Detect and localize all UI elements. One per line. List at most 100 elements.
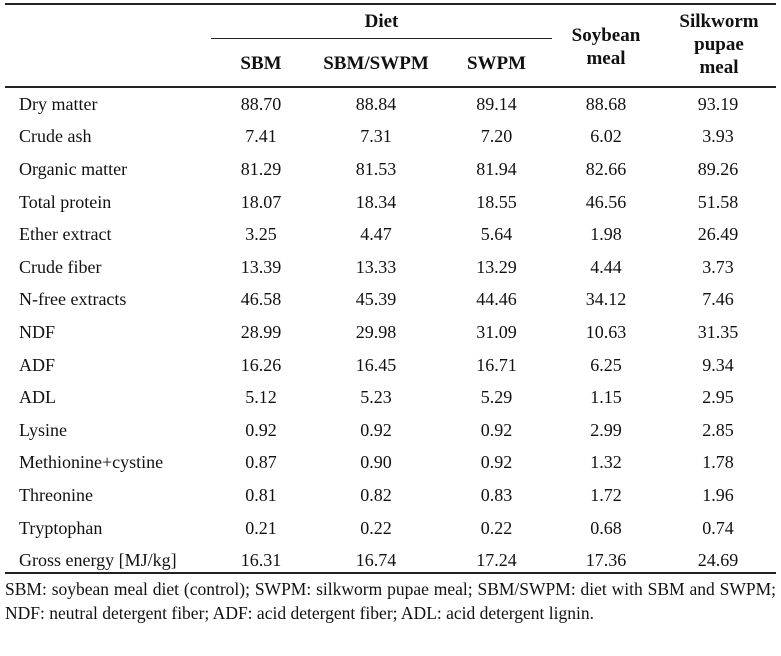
- row-label: ADL: [19, 387, 56, 408]
- table-cell: 16.31: [240, 550, 282, 571]
- table-row: ADL 5.12 5.23 5.29 1.15 2.95: [5, 381, 776, 414]
- table-footnote: SBM: soybean meal diet (control); SWPM: …: [5, 579, 776, 623]
- table-cell: 5.64: [480, 224, 513, 245]
- table-cell: 88.68: [585, 93, 627, 114]
- row-label: Dry matter: [19, 93, 98, 114]
- table-cell: 0.83: [480, 484, 513, 505]
- header-line: pupae: [694, 34, 744, 55]
- table-cell: 17.24: [476, 550, 517, 571]
- table-row: Organic matter 81.29 81.53 81.94 82.66 89.26: [5, 153, 776, 186]
- table-cell: 2.85: [702, 419, 734, 440]
- column-header-swpm: SWPM: [466, 53, 527, 74]
- table-cell: 5.29: [480, 387, 513, 408]
- table-cell: 0.92: [360, 419, 392, 440]
- table-cell: 1.78: [702, 452, 734, 473]
- table-cell: 34.12: [585, 289, 627, 310]
- table-cell: 0.90: [360, 452, 392, 473]
- diet-group-rule: [211, 38, 552, 39]
- table-cell: 16.26: [240, 354, 282, 375]
- table-cell: 88.70: [240, 93, 282, 114]
- row-label: Methionine+cystine: [19, 452, 164, 473]
- table-cell: 3.73: [702, 256, 734, 277]
- table-row: Crude fiber 13.39 13.33 13.29 4.44 3.73: [5, 251, 776, 284]
- table-cell: 44.46: [476, 289, 517, 310]
- table-cell: 13.33: [355, 256, 397, 277]
- header-line: meal: [586, 48, 626, 69]
- column-header-sbm-swpm: SBM/SWPM: [323, 53, 429, 74]
- table-cell: 89.14: [476, 93, 517, 114]
- table-cell: 0.92: [245, 419, 277, 440]
- table-cell: 13.39: [240, 256, 282, 277]
- table-cell: 28.99: [240, 321, 282, 342]
- table-cell: 24.69: [697, 550, 739, 571]
- table-cell: 6.02: [590, 126, 622, 147]
- table-cell: 18.34: [355, 191, 397, 212]
- table-cell: 88.84: [355, 93, 397, 114]
- table-row: ADF 16.26 16.45 16.71 6.25 9.34: [5, 349, 776, 382]
- table-cell: 1.98: [590, 224, 622, 245]
- table-cell: 82.66: [585, 158, 627, 179]
- table-cell: 7.31: [360, 126, 392, 147]
- header-line: meal: [699, 57, 739, 78]
- table-cell: 5.12: [245, 387, 277, 408]
- diet-group-header: Diet: [364, 11, 399, 32]
- table-cell: 0.92: [480, 452, 513, 473]
- table-row: Threonine 0.81 0.82 0.83 1.72 1.96: [5, 479, 776, 512]
- table-cell: 81.53: [355, 158, 397, 179]
- table-row: Tryptophan 0.21 0.22 0.22 0.68 0.74: [5, 512, 776, 545]
- table-cell: 0.22: [360, 517, 392, 538]
- column-header-sbm: SBM: [240, 53, 282, 74]
- table-cell: 5.23: [360, 387, 392, 408]
- row-label: Organic matter: [19, 158, 128, 179]
- table-cell: 0.81: [245, 484, 277, 505]
- table-row: Methionine+cystine 0.87 0.90 0.92 1.32 1.78: [5, 447, 776, 480]
- row-label: Crude fiber: [19, 256, 102, 277]
- column-header-silkworm-pupae-meal: Silkworm pupae meal: [660, 10, 778, 79]
- table-cell: 6.25: [590, 354, 622, 375]
- table-cell: 16.45: [355, 354, 397, 375]
- table-cell: 9.34: [702, 354, 734, 375]
- table-row: Gross energy [MJ/kg] 16.31 16.74 17.24 17.36…: [5, 544, 776, 577]
- row-label: Total protein: [19, 191, 112, 212]
- table-cell: 46.56: [585, 191, 627, 212]
- composition-table-body: Dry matter 88.70 88.84 89.14 88.68 93.19 Crude…: [5, 88, 776, 577]
- table-cell: 29.98: [355, 321, 397, 342]
- table-cell: 0.87: [245, 452, 277, 473]
- table-cell: 13.29: [476, 256, 517, 277]
- row-label: Threonine: [19, 484, 93, 505]
- row-label: N-free extracts: [19, 289, 127, 310]
- table-cell: 1.32: [590, 452, 622, 473]
- table-cell: 0.68: [590, 517, 622, 538]
- table-row: Crude ash 7.41 7.31 7.20 6.02 3.93: [5, 121, 776, 154]
- table-cell: 46.58: [240, 289, 282, 310]
- table-cell: 3.93: [702, 126, 734, 147]
- table-row: Lysine 0.92 0.92 0.92 2.99 2.85: [5, 414, 776, 447]
- table-row: Ether extract 3.25 4.47 5.64 1.98 26.49: [5, 218, 776, 251]
- table-cell: 31.09: [476, 321, 517, 342]
- header-line: Silkworm: [679, 11, 759, 32]
- table-cell: 18.55: [476, 191, 517, 212]
- table-top-rule: [5, 3, 776, 5]
- table-cell: 1.72: [590, 484, 622, 505]
- table-cell: 7.20: [480, 126, 513, 147]
- table-bottom-rule: [5, 572, 776, 574]
- header-bottom-rule: [5, 86, 776, 88]
- table-cell: 26.49: [697, 224, 739, 245]
- table-cell: 0.22: [480, 517, 513, 538]
- row-label: Crude ash: [19, 126, 92, 147]
- table-row: N-free extracts 46.58 45.39 44.46 34.12 7.46: [5, 284, 776, 317]
- table-cell: 10.63: [585, 321, 627, 342]
- column-header-soybean-meal: Soybean meal: [552, 24, 660, 70]
- table-cell: 2.95: [702, 387, 734, 408]
- row-label: Lysine: [19, 419, 67, 440]
- table-cell: 89.26: [697, 158, 739, 179]
- table-row: NDF 28.99 29.98 31.09 10.63 31.35: [5, 316, 776, 349]
- table-cell: 93.19: [697, 93, 739, 114]
- table-cell: 1.15: [590, 387, 622, 408]
- table-cell: 4.47: [360, 224, 392, 245]
- table-cell: 2.99: [590, 419, 622, 440]
- table-cell: 81.94: [476, 158, 517, 179]
- table-cell: 0.92: [480, 419, 513, 440]
- table-cell: 18.07: [240, 191, 282, 212]
